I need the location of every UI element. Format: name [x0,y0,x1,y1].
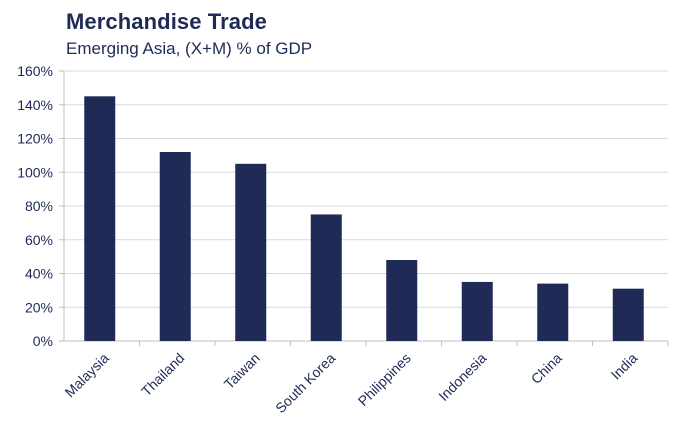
y-tick-label: 160% [17,63,53,79]
bar-indonesia [461,281,493,341]
chart-title: Merchandise Trade [66,9,267,34]
x-tick-label: Philippines [355,350,414,409]
y-tick-label: 60% [25,232,53,248]
bar-china [537,283,569,341]
x-tick-label: South Korea [272,350,339,417]
bar-south-korea [310,214,342,341]
x-tick-label: China [528,350,565,387]
x-tick-label: Indonesia [435,350,489,404]
y-tick-label: 20% [25,299,53,315]
y-tick-label: 80% [25,198,53,214]
y-tick-label: 40% [25,266,53,282]
bar-philippines [386,260,418,341]
y-tick-label: 100% [17,164,53,180]
x-tick-label: Malaysia [61,350,112,401]
y-tick-label: 0% [33,333,53,349]
bar-taiwan [235,163,267,341]
x-tick-label: Taiwan [221,350,263,392]
bar-thailand [159,152,191,341]
x-tick-label: India [608,350,641,383]
y-tick-label: 140% [17,97,53,113]
bar-malaysia [84,96,116,341]
bar-india [612,288,644,341]
y-tick-label: 120% [17,131,53,147]
chart-subtitle: Emerging Asia, (X+M) % of GDP [66,39,313,58]
x-tick-label: Thailand [138,350,187,399]
